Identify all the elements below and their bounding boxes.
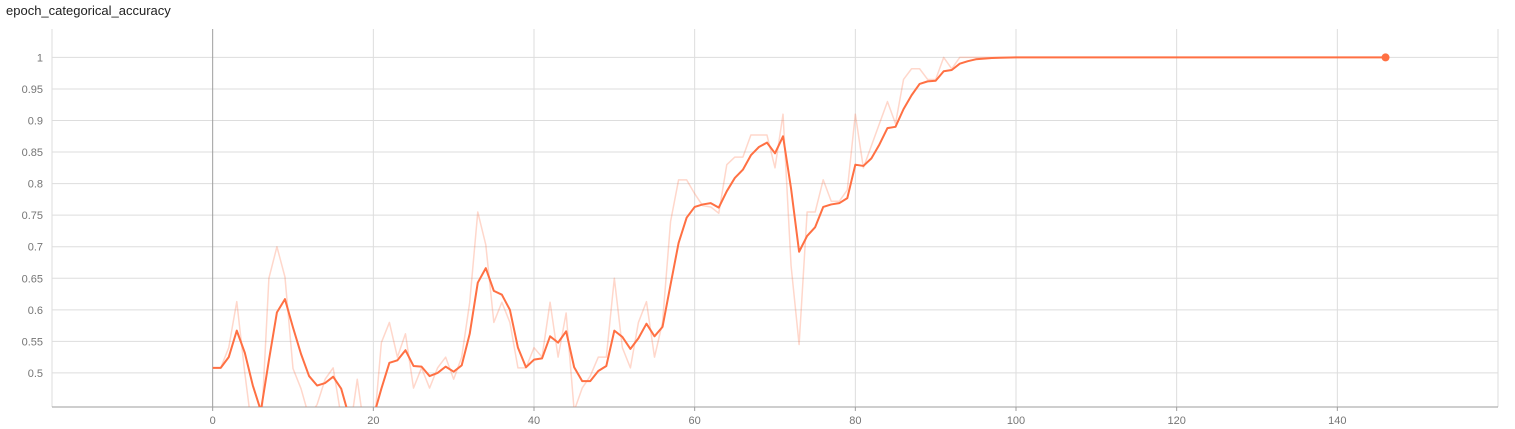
x-tick-label: 0 [210, 415, 216, 427]
y-tick-label: 0.55 [22, 336, 43, 348]
y-tick-label: 0.5 [28, 368, 43, 380]
y-tick-label: 0.6 [28, 305, 43, 317]
y-tick-label: 0.7 [28, 242, 43, 254]
last-point-marker [1381, 53, 1390, 62]
y-tick-label: 0.75 [22, 210, 43, 222]
x-tick-label: 60 [689, 415, 701, 427]
series-lines [212, 53, 1390, 407]
x-tick-label: 20 [367, 415, 379, 427]
smoothed-accuracy-line [212, 56, 1386, 407]
y-tick-label: 0.8 [28, 179, 43, 191]
x-tick-label: 40 [528, 415, 540, 427]
x-tick-label: 100 [1007, 415, 1025, 427]
y-tick-label: 0.95 [22, 84, 43, 96]
y-tick-label: 1 [37, 52, 43, 64]
x-tick-label: 80 [849, 415, 861, 427]
y-tick-label: 0.9 [28, 116, 43, 128]
tick-labels: 0.5 0.55 0.6 0.65 0.7 0.75 0.8 0.85 0.9 0.95 1 0 20 4… [22, 52, 1347, 427]
grid-lines [52, 29, 1498, 407]
axes [51, 29, 1499, 411]
chart-title: epoch_categorical_accuracy [6, 3, 171, 18]
x-tick-label: 120 [1167, 415, 1185, 427]
y-tick-label: 0.85 [22, 147, 43, 159]
x-tick-label: 140 [1328, 415, 1346, 427]
y-tick-label: 0.65 [22, 273, 43, 285]
